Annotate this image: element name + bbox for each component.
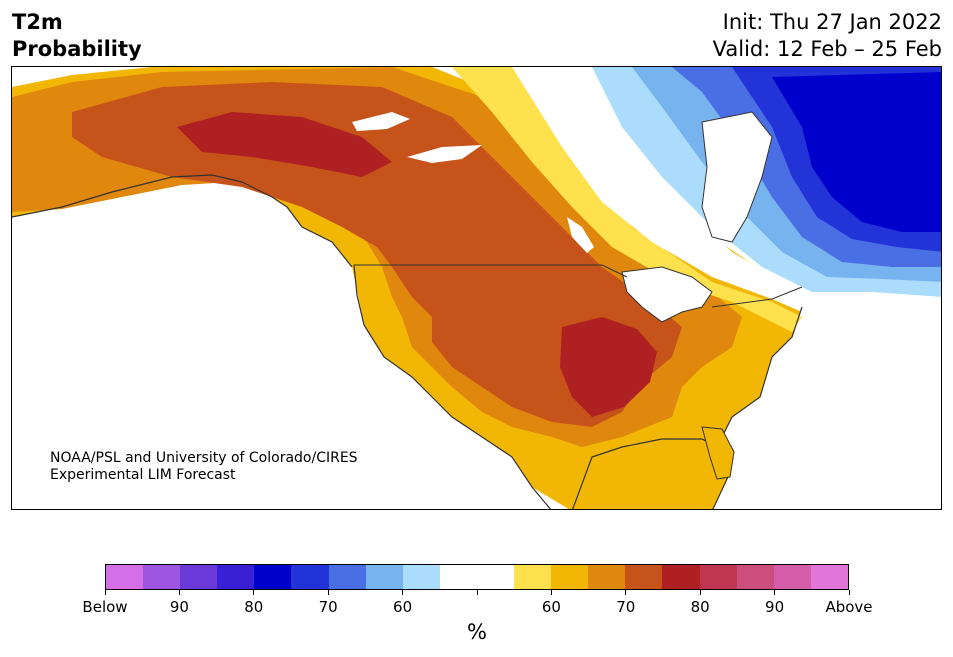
title-variable: T2m — [12, 10, 63, 34]
color-swatch — [551, 565, 589, 589]
map-canvas — [12, 67, 941, 509]
color-swatch — [143, 565, 181, 589]
scale-tick — [104, 590, 106, 595]
scale-tick-label: 80 — [244, 598, 264, 616]
scale-tick-label: Above — [825, 598, 873, 616]
color-scale-unit: % — [467, 620, 487, 644]
forecast-info: Init: Thu 27 Jan 2022 Valid: 12 Feb – 25… — [713, 9, 942, 63]
alaska-coast — [12, 174, 353, 268]
color-swatch — [291, 565, 329, 589]
color-swatch — [217, 565, 255, 589]
color-swatch — [699, 565, 737, 589]
credit-line1: NOAA/PSL and University of Colorado/CIRE… — [50, 450, 358, 466]
scale-tick — [253, 590, 255, 595]
init-date: Init: Thu 27 Jan 2022 — [722, 10, 942, 34]
florida — [701, 426, 735, 480]
color-swatch — [736, 565, 774, 589]
scale-tick — [327, 590, 329, 595]
color-swatch — [402, 565, 440, 589]
hudson-bay — [701, 111, 773, 243]
great-slave-lake — [352, 112, 410, 131]
scale-tick-label: 90 — [169, 598, 189, 616]
scale-tick — [625, 590, 627, 595]
scale-tick-label: 60 — [393, 598, 413, 616]
west-coast — [353, 264, 552, 509]
scale-tick — [848, 590, 850, 595]
scale-tick — [699, 590, 701, 595]
color-swatch — [439, 565, 477, 589]
map-title: T2m Probability — [12, 9, 142, 63]
dark-orange-zone — [72, 82, 682, 427]
color-swatch — [180, 565, 218, 589]
red-zone-plains — [560, 317, 657, 417]
color-swatch — [662, 565, 700, 589]
forecast-map: NOAA/PSL and University of Colorado/CIRE… — [11, 66, 942, 510]
scale-tick-label: 70 — [616, 598, 636, 616]
scale-tick — [550, 590, 552, 595]
neutral-band — [512, 67, 812, 312]
credit-text: NOAA/PSL and University of Colorado/CIRE… — [50, 450, 358, 484]
scale-tick-label: 90 — [765, 598, 785, 616]
color-scale-bar — [105, 564, 849, 590]
scale-tick — [476, 590, 478, 595]
yellow-band — [452, 67, 802, 332]
lake-athabasca — [407, 145, 482, 163]
scale-tick — [774, 590, 776, 595]
scale-tick — [178, 590, 180, 595]
credit-line2: Experimental LIM Forecast — [50, 467, 236, 483]
lake-winnipeg — [567, 217, 594, 253]
valid-period: Valid: 12 Feb – 25 Feb — [712, 37, 942, 61]
gulf-coast — [572, 438, 718, 509]
color-swatch — [773, 565, 811, 589]
color-swatch — [106, 565, 144, 589]
color-swatch — [514, 565, 552, 589]
color-swatch — [328, 565, 366, 589]
scale-tick-label: Below — [82, 598, 128, 616]
color-swatch — [588, 565, 626, 589]
great-lakes — [621, 266, 713, 323]
color-swatch — [810, 565, 848, 589]
color-swatch — [625, 565, 663, 589]
scale-tick-label: 60 — [541, 598, 561, 616]
deep-blue-zone — [772, 72, 941, 232]
scale-tick-label: 70 — [318, 598, 338, 616]
scale-tick — [402, 590, 404, 595]
color-swatch — [254, 565, 292, 589]
title-product: Probability — [12, 37, 142, 61]
color-swatch — [476, 565, 515, 589]
red-zone-canada — [177, 112, 392, 177]
color-swatch — [365, 565, 403, 589]
scale-tick-label: 80 — [690, 598, 710, 616]
us-canada-border — [354, 264, 803, 308]
